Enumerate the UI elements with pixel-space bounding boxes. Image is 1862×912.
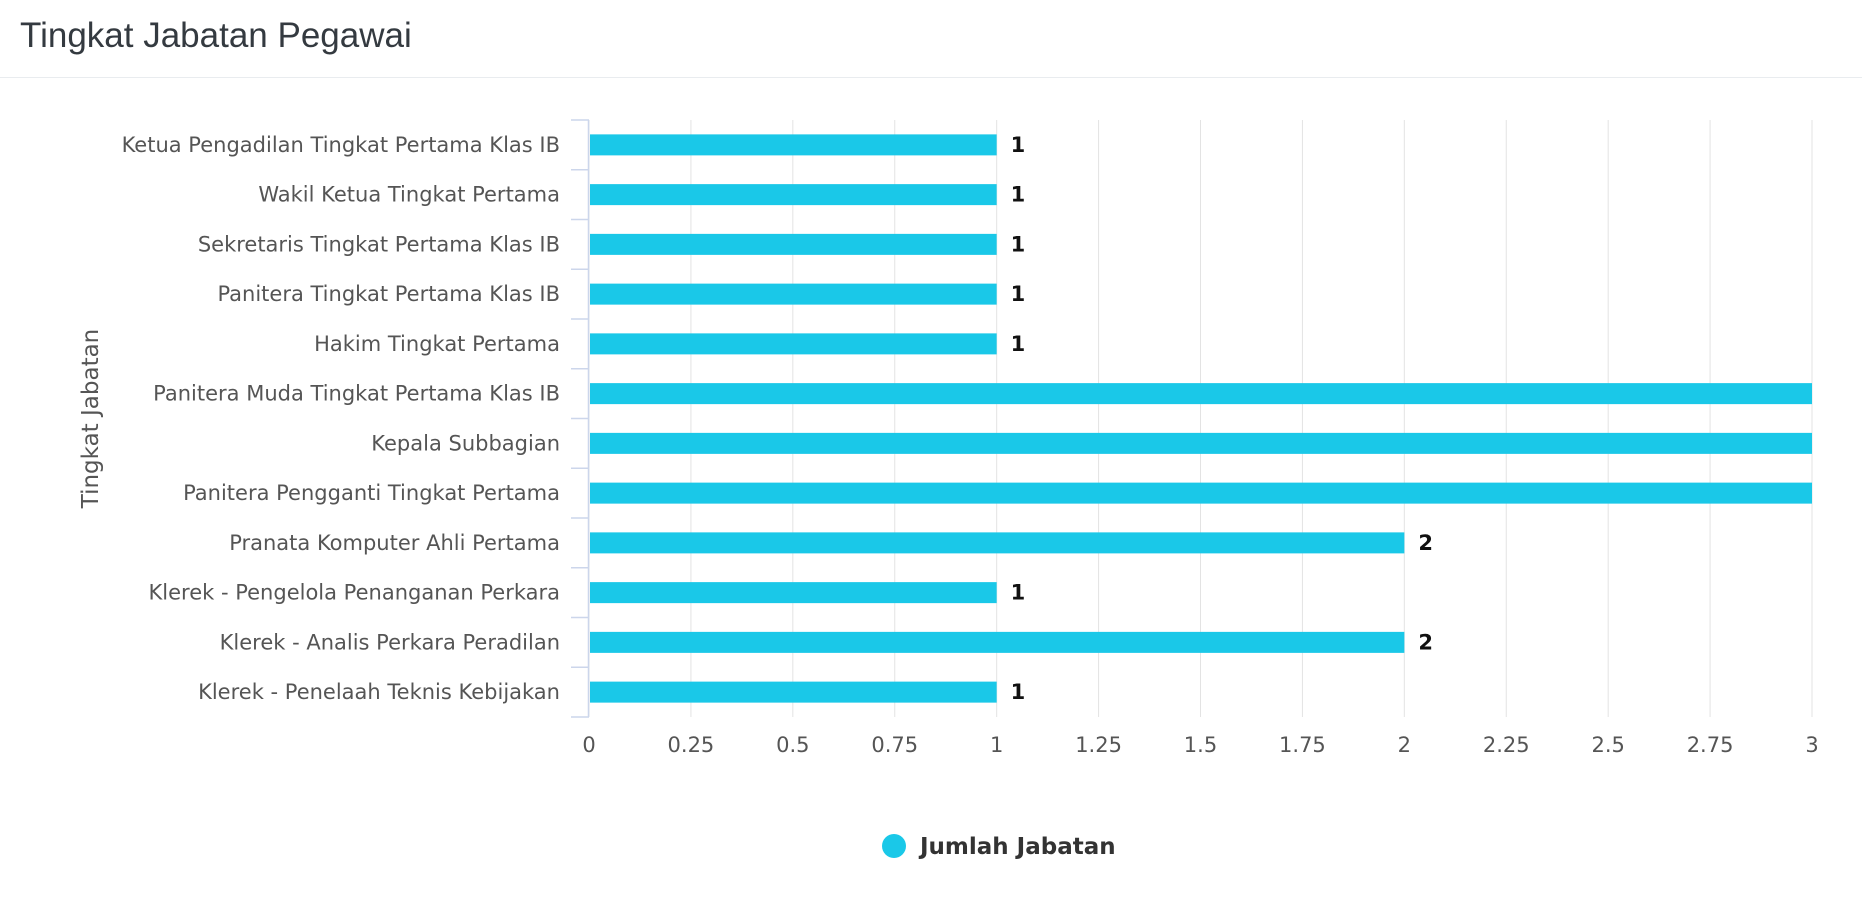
- data-label: 1: [1011, 183, 1026, 207]
- bar[interactable]: [590, 532, 1405, 554]
- x-tick-label: 0: [582, 733, 595, 757]
- x-tick-label: 2: [1398, 733, 1411, 757]
- x-tick-label: 3: [1805, 733, 1818, 757]
- category-label: Klerek - Pengelola Penanganan Perkara: [149, 581, 560, 605]
- data-label: 1: [1011, 232, 1026, 256]
- category-label: Ketua Pengadilan Tingkat Pertama Klas IB: [122, 133, 560, 157]
- legend-marker-icon: [882, 834, 906, 858]
- x-tick-label: 2.75: [1687, 733, 1734, 757]
- legend-item[interactable]: Jumlah Jabatan: [882, 834, 1116, 860]
- data-label: 2: [1418, 531, 1433, 555]
- bar[interactable]: [590, 233, 997, 255]
- data-label: 1: [1011, 680, 1026, 704]
- category-label: Kepala Subbagian: [371, 431, 560, 455]
- card-header: Tingkat Jabatan Pegawai: [0, 0, 1862, 78]
- x-tick-label: 1: [990, 733, 1003, 757]
- bar[interactable]: [590, 333, 997, 355]
- category-label: Pranata Komputer Ahli Pertama: [229, 531, 560, 555]
- data-label: 2: [1418, 630, 1433, 654]
- x-tick-label: 2.5: [1591, 733, 1624, 757]
- category-label: Sekretaris Tingkat Pertama Klas IB: [198, 232, 560, 256]
- x-tick-label: 1.75: [1279, 733, 1326, 757]
- data-label: 1: [1011, 332, 1026, 356]
- category-label: Hakim Tingkat Pertama: [314, 332, 560, 356]
- legend-label: Jumlah Jabatan: [918, 834, 1116, 860]
- x-tick-label: 0.5: [776, 733, 809, 757]
- bar[interactable]: [590, 184, 997, 206]
- category-label: Panitera Muda Tingkat Pertama Klas IB: [153, 382, 560, 406]
- chart-container: 0 0.25 0.5 0.75 1 1.25 1.5 1.75 2 2.25 2.5 2.75 3 Ket…: [0, 78, 1862, 912]
- category-label: Panitera Pengganti Tingkat Pertama: [183, 481, 560, 505]
- x-tick-label: 0.25: [668, 733, 715, 757]
- category-label: Klerek - Analis Perkara Peradilan: [220, 630, 560, 654]
- category-label: Panitera Tingkat Pertama Klas IB: [217, 282, 560, 306]
- x-tick-label: 1.25: [1075, 733, 1122, 757]
- bar[interactable]: [590, 134, 997, 156]
- bar[interactable]: [590, 631, 1405, 653]
- x-tick-label: 1.5: [1184, 733, 1217, 757]
- bar[interactable]: [590, 482, 1812, 504]
- category-label: Wakil Ketua Tingkat Pertama: [258, 183, 560, 207]
- data-label: 1: [1011, 282, 1026, 306]
- y-axis-title: Tingkat Jabatan: [78, 329, 104, 510]
- bar[interactable]: [590, 432, 1812, 454]
- bar[interactable]: [590, 582, 997, 604]
- bar-chart: 0 0.25 0.5 0.75 1 1.25 1.5 1.75 2 2.25 2.5 2.75 3 Ket…: [78, 119, 1819, 860]
- category-label: Klerek - Penelaah Teknis Kebijakan: [198, 680, 560, 704]
- x-tick-label: 2.25: [1483, 733, 1530, 757]
- bar[interactable]: [590, 383, 1812, 405]
- legend: Jumlah Jabatan: [882, 834, 1116, 860]
- bar[interactable]: [590, 681, 997, 703]
- data-label: 1: [1011, 581, 1026, 605]
- x-tick-label: 0.75: [871, 733, 918, 757]
- page-title: Tingkat Jabatan Pegawai: [20, 16, 412, 55]
- bar[interactable]: [590, 283, 997, 305]
- data-label: 1: [1011, 133, 1026, 157]
